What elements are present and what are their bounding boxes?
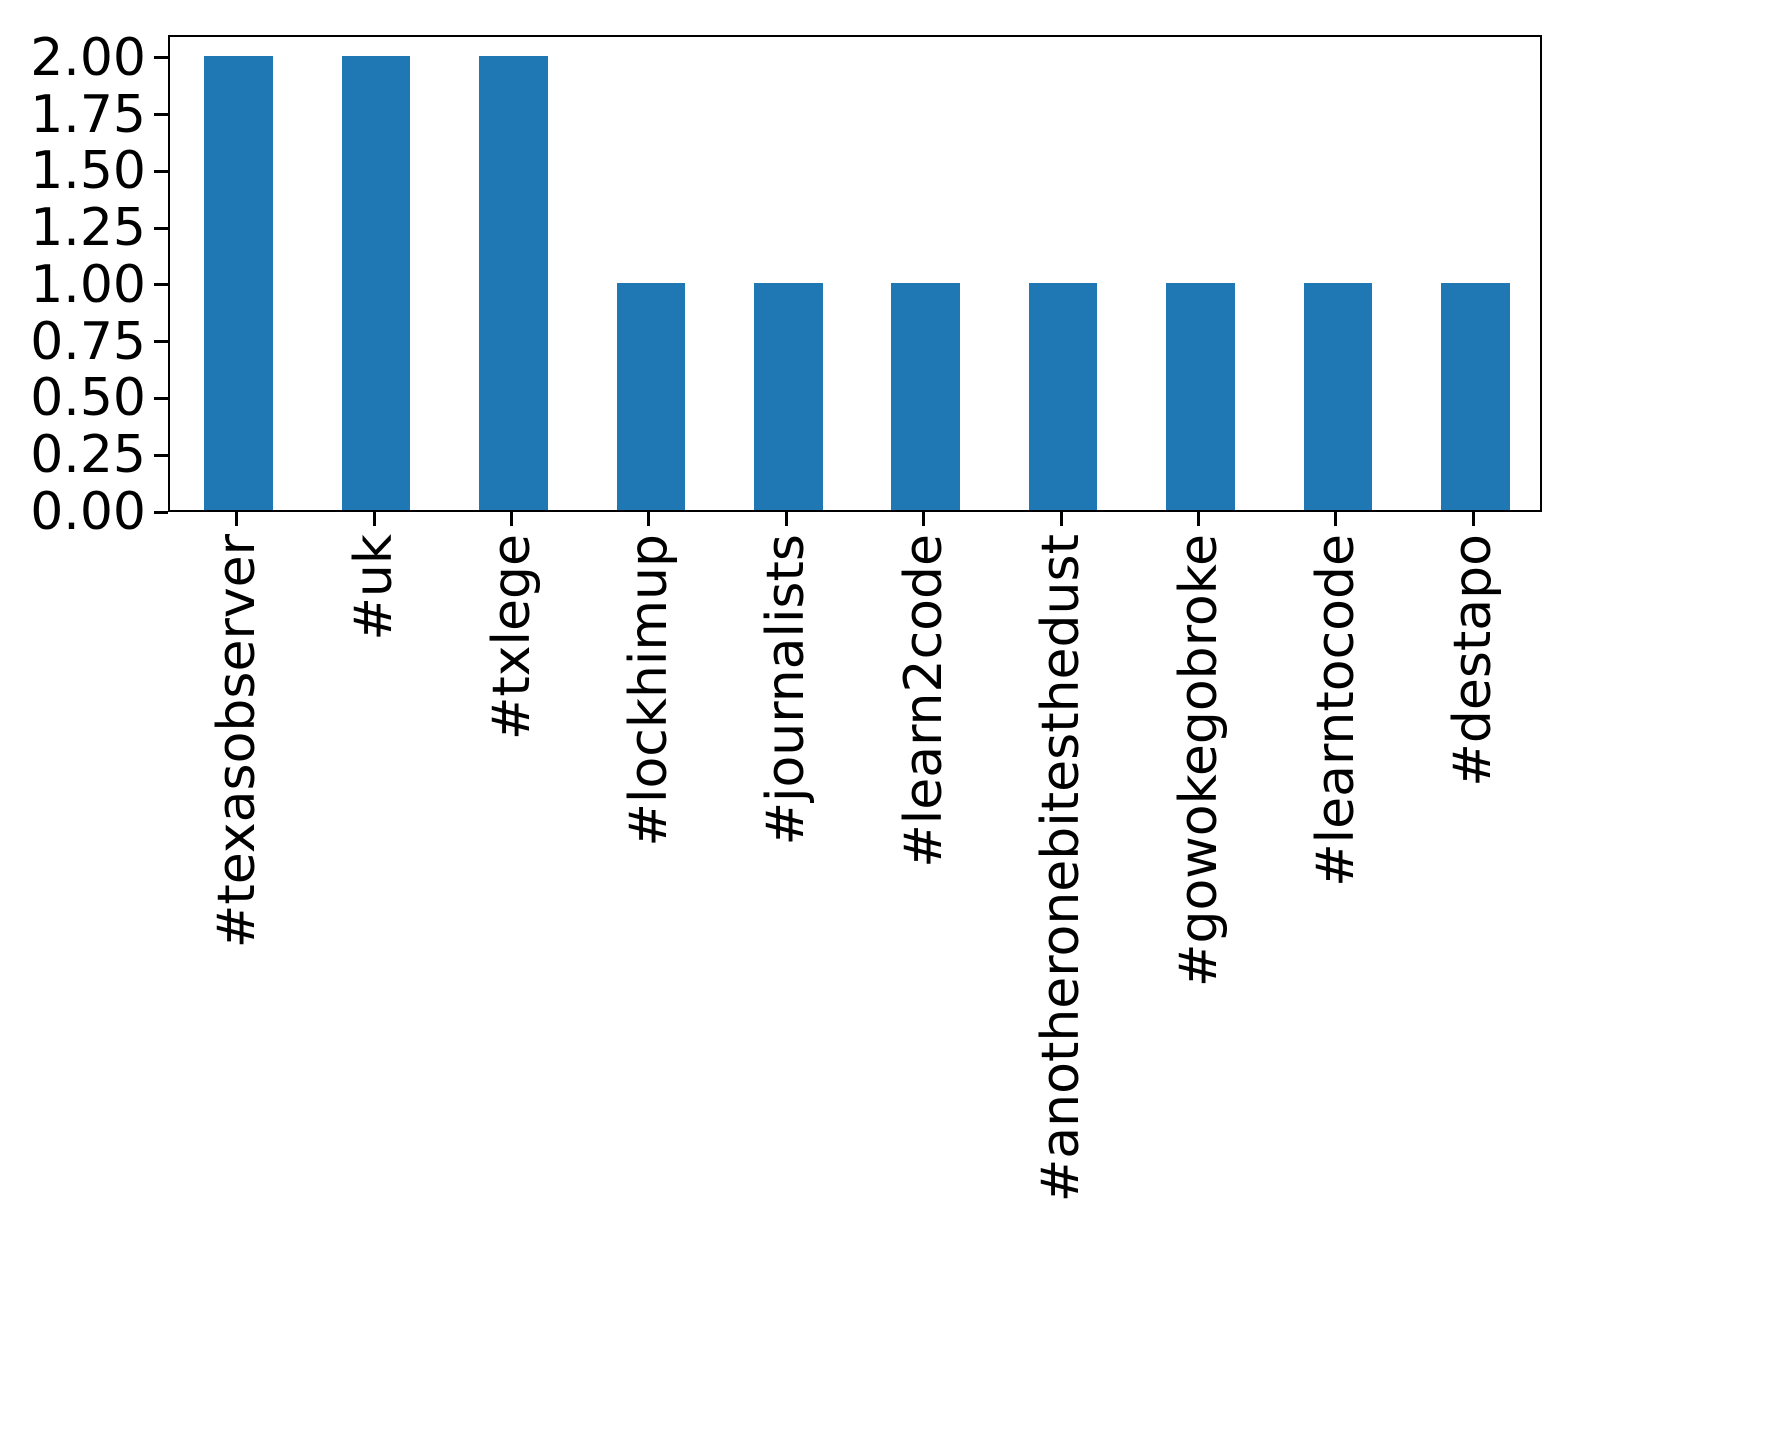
x-tick-mark — [784, 512, 788, 526]
bar-txlege — [479, 55, 548, 510]
x-tick-mark — [372, 512, 376, 526]
bar-learntocode — [1303, 282, 1373, 510]
x-tick-label-lockhimup: #lockhimup — [618, 534, 679, 847]
x-tick-mark — [647, 512, 651, 526]
x-tick-mark — [1471, 512, 1475, 526]
bar-learn2code — [891, 282, 961, 510]
bar-gowokegobroke — [1166, 282, 1235, 510]
y-tick-label: 1.50 — [30, 141, 146, 202]
x-tick-label-learn2code: #learn2code — [893, 534, 954, 868]
bar-texasobserver — [204, 55, 274, 510]
y-tick-label: 0.75 — [30, 311, 146, 372]
y-tick-mark — [154, 226, 168, 230]
x-tick-label-gowokegobroke: #gowokegobroke — [1168, 534, 1229, 988]
x-tick-label-txlege: #txlege — [481, 534, 542, 741]
y-tick-label: 1.75 — [30, 84, 146, 145]
x-tick-mark — [1197, 512, 1200, 526]
y-tick-mark — [154, 510, 168, 514]
x-tick-label-texasobserver: #texasobserver — [206, 534, 267, 949]
bar-lockhimup — [616, 282, 686, 510]
y-tick-label: 1.25 — [30, 198, 146, 259]
bar-anotheronebitesthedust — [1028, 282, 1098, 510]
x-tick-label-anotheronebitesthedust: #anotheronebitesthedust — [1031, 534, 1092, 1203]
bar-uk — [341, 55, 411, 510]
x-tick-mark — [235, 512, 239, 526]
x-tick-mark — [510, 512, 513, 526]
x-tick-mark — [1059, 512, 1063, 526]
x-tick-label-journalists: #journalists — [756, 534, 817, 846]
x-tick-mark — [922, 512, 926, 526]
y-tick-label: 0.00 — [30, 482, 146, 542]
bar-journalists — [753, 282, 823, 510]
y-tick-mark — [154, 169, 168, 173]
y-tick-mark — [154, 283, 168, 287]
y-tick-mark — [154, 453, 168, 457]
x-tick-label-learntocode: #learntocode — [1305, 534, 1366, 887]
y-tick-mark — [154, 340, 168, 344]
y-tick-mark — [154, 396, 168, 400]
y-tick-label: 0.50 — [30, 368, 146, 429]
bar-destapo — [1440, 282, 1510, 510]
y-tick-label: 0.25 — [30, 425, 146, 486]
y-tick-mark — [154, 113, 168, 116]
plot-area — [168, 35, 1542, 512]
y-tick-label: 2.00 — [30, 27, 146, 88]
y-tick-mark — [154, 56, 168, 60]
x-tick-mark — [1334, 512, 1338, 526]
x-tick-label-uk: #uk — [344, 534, 405, 641]
x-tick-label-destapo: #destapo — [1443, 534, 1504, 787]
y-tick-label: 1.00 — [30, 254, 146, 315]
